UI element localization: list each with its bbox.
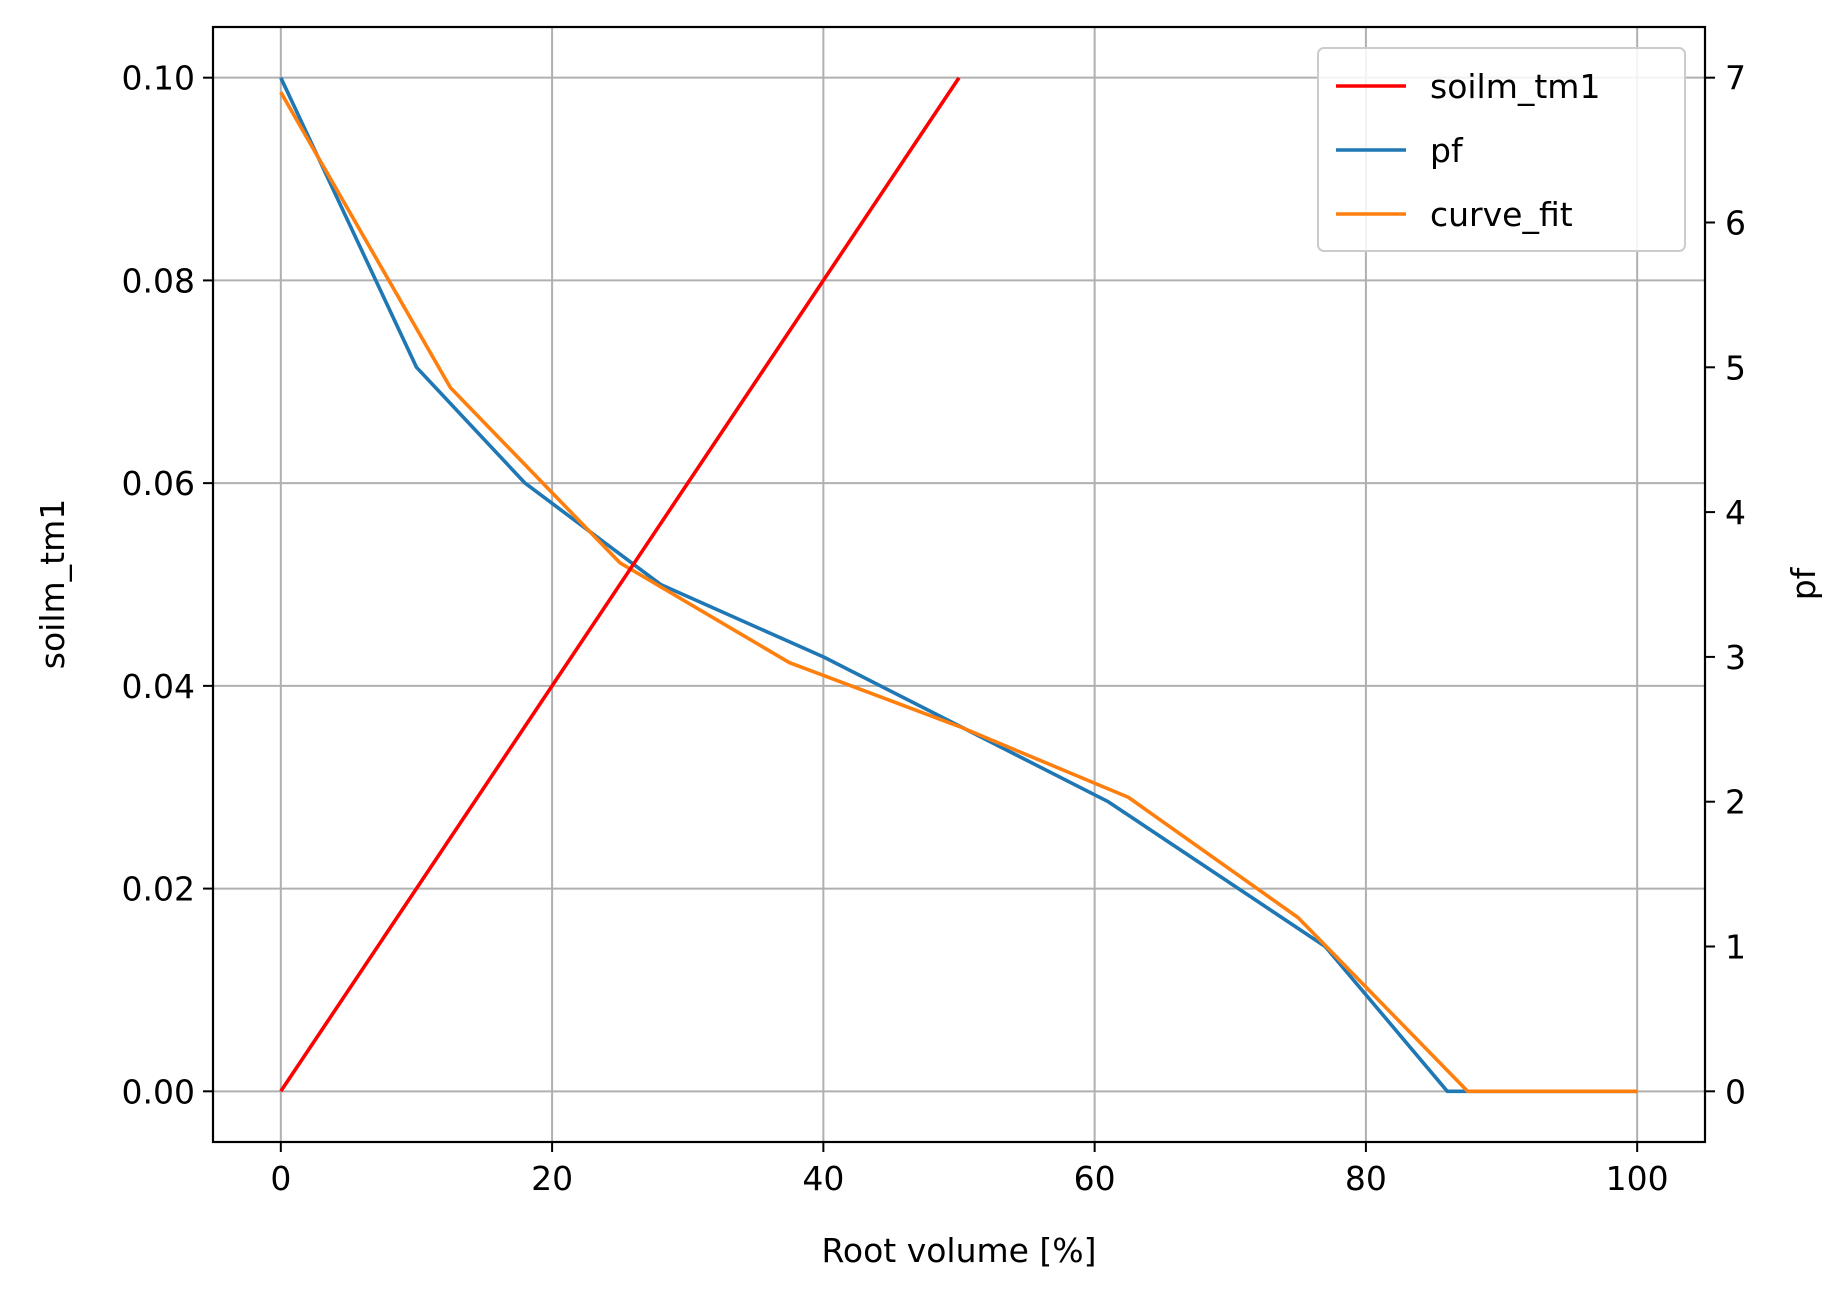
x-tick-label: 100 — [1606, 1159, 1669, 1198]
x-tick-label: 40 — [802, 1159, 844, 1198]
series-line-soilm-tm1 — [279, 76, 961, 1093]
right-y-tick-label: 0 — [1725, 1072, 1746, 1111]
x-tick-label: 80 — [1345, 1159, 1387, 1198]
series-layer — [279, 76, 1638, 1094]
right-y-tick-label: 6 — [1725, 203, 1746, 242]
x-tick-label: 0 — [270, 1159, 291, 1198]
x-axis-label: Root volume [%] — [821, 1231, 1096, 1270]
legend-label: pf — [1430, 131, 1464, 170]
left-axis-label: soilm_tm1 — [33, 499, 72, 669]
right-y-tick-label: 1 — [1725, 928, 1746, 967]
left-y-tick-label: 0.08 — [122, 261, 195, 300]
x-tick-label: 60 — [1074, 1159, 1116, 1198]
left-y-tick-label: 0.02 — [122, 870, 195, 909]
x-tick-label: 20 — [531, 1159, 573, 1198]
legend-label: curve_fit — [1430, 195, 1573, 234]
left-y-tick-label: 0.00 — [122, 1072, 195, 1111]
right-y-tick-label: 4 — [1725, 493, 1746, 532]
right-y-tick-label: 3 — [1725, 638, 1746, 677]
grid — [213, 27, 1705, 1142]
right-y-tick-label: 7 — [1725, 59, 1746, 98]
left-y-tick-label: 0.06 — [122, 464, 195, 503]
right-y-tick-label: 2 — [1725, 783, 1746, 822]
left-axis: 0.00 0.02 0.04 0.06 0.08 0.10 — [122, 59, 213, 1111]
right-axis: 0 1 2 3 4 5 6 7 — [1705, 59, 1746, 1111]
legend-label: soilm_tm1 — [1430, 67, 1600, 106]
left-y-tick-label: 0.04 — [122, 667, 195, 706]
plot-frame — [211, 25, 1707, 1144]
right-axis-label: pf — [1784, 566, 1823, 600]
x-axis: 0 20 40 60 80 100 — [270, 1142, 1669, 1198]
right-y-tick-label: 5 — [1725, 348, 1746, 387]
series-line-curve-fit — [279, 91, 1638, 1094]
left-y-tick-label: 0.10 — [122, 59, 195, 98]
legend-box — [1317, 47, 1686, 252]
